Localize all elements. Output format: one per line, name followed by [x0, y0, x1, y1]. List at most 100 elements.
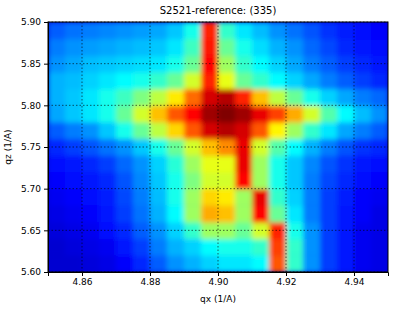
heatmap-cell: [371, 39, 388, 56]
heatmap-cell: [201, 22, 219, 39]
heatmap-cell: [167, 205, 185, 222]
axis-line: [49, 273, 389, 277]
heatmap-cell: [167, 22, 185, 39]
grid-line: [48, 105, 388, 106]
heatmap-cell: [235, 39, 253, 56]
title: S2521-reference: (335): [160, 5, 277, 16]
heatmap-cell: [269, 155, 287, 172]
heatmap-cell: [320, 122, 338, 139]
heatmap-cell: [218, 89, 236, 106]
heatmap-cell: [218, 122, 236, 139]
heatmap-cell: [320, 155, 338, 172]
heatmap-cell: [354, 72, 372, 89]
heatmap-cell: [354, 22, 372, 39]
tick-label: 5.65: [21, 226, 41, 236]
heatmap-cell: [133, 155, 151, 172]
heatmap-cell: [201, 89, 219, 106]
heatmap-cell: [371, 22, 388, 39]
heatmap-cell: [167, 89, 185, 106]
heatmap-cell: [320, 72, 338, 89]
heatmap-cell: [303, 189, 321, 206]
heatmap-cell: [150, 105, 168, 122]
heatmap-cell: [150, 122, 168, 139]
heatmap-cell: [82, 205, 100, 222]
heatmap-cell: [252, 239, 270, 256]
heatmap-cell: [133, 172, 151, 189]
heatmap-cell: [48, 89, 66, 106]
heatmap-cell: [320, 239, 338, 256]
heatmap-cell: [218, 22, 236, 39]
heatmap-cell: [286, 155, 304, 172]
heatmap-cell: [99, 172, 117, 189]
heatmap-cell: [133, 122, 151, 139]
tick-label: 4.92: [276, 277, 296, 287]
heatmap-cell: [133, 22, 151, 39]
heatmap-cell: [252, 172, 270, 189]
heatmap-cell: [286, 105, 304, 122]
heatmap-cell: [65, 39, 83, 56]
heatmap-cell: [48, 22, 66, 39]
heatmap-cell: [337, 39, 355, 56]
heatmap-cell: [133, 255, 151, 272]
tick: 4.90: [208, 272, 228, 287]
heatmap-cell: [371, 89, 388, 106]
heatmap-cell: [99, 22, 117, 39]
tick-mark: [354, 272, 355, 276]
heatmap-cell: [303, 105, 321, 122]
tick-label: 4.94: [344, 277, 364, 287]
heatmap-cell: [48, 172, 66, 189]
heatmap-cell: [252, 122, 270, 139]
heatmap-cell: [286, 205, 304, 222]
heatmap-cell: [201, 239, 219, 256]
heatmap-cell: [167, 39, 185, 56]
tick-mark: [44, 22, 48, 23]
axis-line: [44, 23, 49, 273]
heatmap-cell: [337, 122, 355, 139]
heatmap-cell: [65, 22, 83, 39]
heatmap-cell: [184, 155, 202, 172]
heatmap-cell: [184, 255, 202, 272]
heatmap-cell: [269, 122, 287, 139]
heatmap-cell: [48, 205, 66, 222]
heatmap-cell: [371, 239, 388, 256]
heatmap-cell: [303, 122, 321, 139]
heatmap-cell: [65, 255, 83, 272]
heatmap-cell: [133, 189, 151, 206]
heatmap-cell: [116, 172, 134, 189]
heatmap-cell: [82, 172, 100, 189]
heatmap-cell: [184, 239, 202, 256]
heatmap-cell: [269, 39, 287, 56]
heatmap-cell: [320, 89, 338, 106]
plot-area: [48, 22, 388, 272]
heatmap-cell: [201, 105, 219, 122]
heatmap-cell: [303, 72, 321, 89]
heatmap-cell: [65, 205, 83, 222]
heatmap-cell: [150, 72, 168, 89]
heatmap-cell: [99, 39, 117, 56]
heatmap-cell: [320, 255, 338, 272]
heatmap-cell: [371, 122, 388, 139]
heatmap-cell: [184, 189, 202, 206]
heatmap-cell: [133, 72, 151, 89]
tick-mark: [44, 272, 48, 273]
heatmap-cell: [65, 155, 83, 172]
tick-label: 5.90: [21, 17, 41, 27]
heatmap-cell: [150, 255, 168, 272]
heatmap-cell: [65, 172, 83, 189]
heatmap-cell: [116, 255, 134, 272]
heatmap-cell: [371, 205, 388, 222]
heatmap-cell: [252, 189, 270, 206]
heatmap-cell: [167, 72, 185, 89]
heatmap-cell: [184, 172, 202, 189]
tick-label: 4.86: [72, 277, 92, 287]
heatmap-cell: [48, 189, 66, 206]
grid: [48, 22, 388, 272]
heatmap-cell: [218, 155, 236, 172]
tick: 5.80: [21, 101, 48, 111]
heatmap-cell: [371, 255, 388, 272]
heatmap-cell: [116, 105, 134, 122]
tick: 5.85: [21, 59, 48, 69]
heatmap-cell: [82, 89, 100, 106]
heatmap-cell: [48, 105, 66, 122]
heatmap-cell: [252, 89, 270, 106]
